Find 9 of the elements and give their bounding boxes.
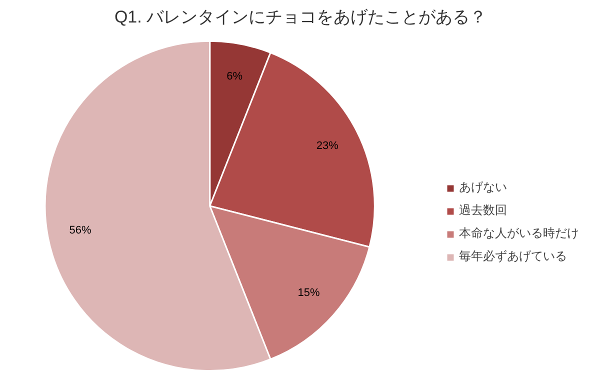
data-label: 23% xyxy=(316,140,339,152)
legend-label: 過去数回 xyxy=(459,202,507,219)
data-label: 15% xyxy=(298,287,320,300)
data-label: 56% xyxy=(69,224,92,237)
data-label: 6% xyxy=(226,70,243,83)
legend-label: 本命な人がいる時だけ xyxy=(459,225,579,242)
legend-label: あげない xyxy=(459,179,507,196)
chart-title: Q1. バレンタインにチョコをあげたことがある？ xyxy=(114,8,487,26)
legend-label: 毎年必ずあげている xyxy=(459,248,567,265)
